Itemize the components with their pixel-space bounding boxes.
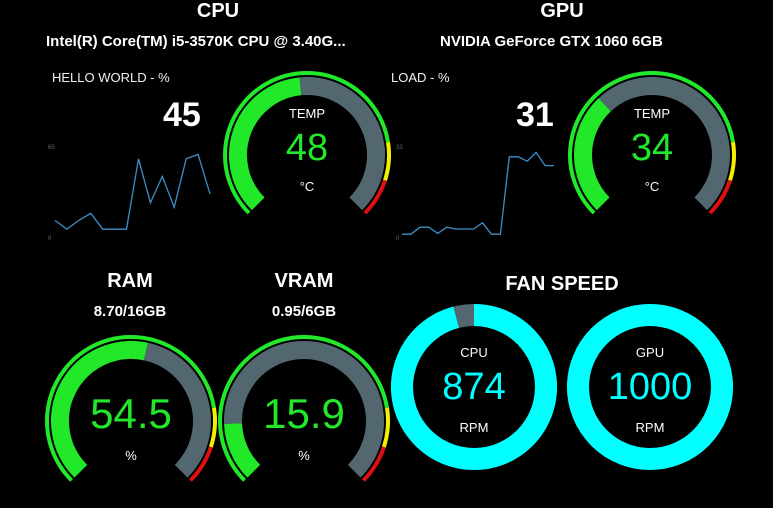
gpu-fan-value: 1000 bbox=[607, 366, 693, 408]
cpu-fan-gauge bbox=[391, 304, 557, 470]
cpu-usage-label: HELLO WORLD - % bbox=[52, 70, 170, 85]
ring-fill bbox=[391, 304, 557, 470]
cpu-graph-top-label: 65 bbox=[48, 145, 55, 151]
gpu-title: GPU bbox=[540, 0, 584, 22]
gauge-fill bbox=[229, 77, 302, 211]
vram-gauge bbox=[218, 335, 390, 482]
cpu-graph-bottom-label: 0 bbox=[48, 236, 52, 242]
gpu-temp-value: 34 bbox=[630, 127, 674, 169]
gpu-fan-gauge bbox=[567, 304, 733, 470]
gauge-outer-yellow bbox=[728, 141, 736, 181]
gauge-outer-green bbox=[218, 335, 389, 482]
graph-line bbox=[402, 151, 554, 235]
gauge-outer-red bbox=[363, 179, 387, 215]
gauge-outer-yellow bbox=[383, 141, 391, 181]
gauge-outer-yellow bbox=[208, 407, 217, 448]
gpu-load-label: LOAD - % bbox=[391, 70, 450, 85]
cpu-temp-gauge bbox=[223, 71, 391, 215]
ram-gauge bbox=[45, 335, 217, 482]
cpu-usage-graph bbox=[54, 153, 211, 231]
fan-speed-title: FAN SPEED bbox=[505, 273, 619, 295]
gauge-remainder bbox=[143, 342, 211, 478]
ring-fill bbox=[567, 304, 733, 470]
gauge-remainder bbox=[299, 77, 385, 211]
cpu-temp-unit: °C bbox=[299, 179, 315, 194]
cpu-fan-unit: RPM bbox=[459, 420, 489, 435]
gpu-temp-gauge bbox=[568, 71, 736, 215]
gauge-fill bbox=[51, 341, 148, 478]
gauge-outer-red bbox=[188, 446, 213, 482]
gauge-remainder bbox=[224, 341, 384, 478]
gauge-fill bbox=[224, 422, 261, 478]
graph-line bbox=[54, 153, 211, 231]
vram-value: 15.9 bbox=[263, 390, 345, 437]
ram-usage: 8.70/16GB bbox=[93, 303, 167, 320]
vram-usage: 0.95/6GB bbox=[271, 303, 337, 320]
cpu-temp-label: TEMP bbox=[288, 106, 326, 121]
cpu-model: Intel(R) Core(TM) i5-3570K CPU @ 3.40G..… bbox=[46, 33, 346, 50]
ram-value: 54.5 bbox=[90, 390, 172, 437]
ram-title: RAM bbox=[107, 270, 153, 292]
gpu-load-value: 31 bbox=[516, 96, 554, 134]
gpu-temp-unit: °C bbox=[644, 179, 660, 194]
ram-unit: % bbox=[125, 448, 137, 463]
gpu-model: NVIDIA GeForce GTX 1060 6GB bbox=[440, 33, 663, 50]
cpu-temp-value: 48 bbox=[285, 127, 329, 169]
gpu-fan-unit: RPM bbox=[635, 420, 665, 435]
gpu-load-graph bbox=[402, 151, 554, 235]
gauge-outer-green bbox=[45, 335, 216, 482]
cpu-fan-label: CPU bbox=[460, 345, 488, 360]
cpu-usage-value: 45 bbox=[163, 96, 201, 134]
cpu-title: CPU bbox=[196, 0, 240, 22]
gpu-fan-label: GPU bbox=[635, 345, 665, 360]
gauge-outer-yellow bbox=[381, 407, 390, 448]
cpu-fan-value: 874 bbox=[442, 366, 506, 408]
gauge-remainder bbox=[598, 77, 730, 211]
gauge-outer-red bbox=[361, 446, 386, 482]
gpu-graph-bottom-label: 0 bbox=[396, 236, 400, 242]
vram-unit: % bbox=[298, 448, 310, 463]
gpu-temp-label: TEMP bbox=[633, 106, 671, 121]
gauge-outer-red bbox=[708, 179, 732, 215]
vram-title: VRAM bbox=[274, 270, 334, 292]
gauge-outer-green bbox=[568, 71, 735, 215]
gauge-outer-green bbox=[223, 71, 390, 215]
gauge-fill bbox=[574, 98, 612, 211]
gpu-graph-top-label: 33 bbox=[396, 145, 403, 151]
